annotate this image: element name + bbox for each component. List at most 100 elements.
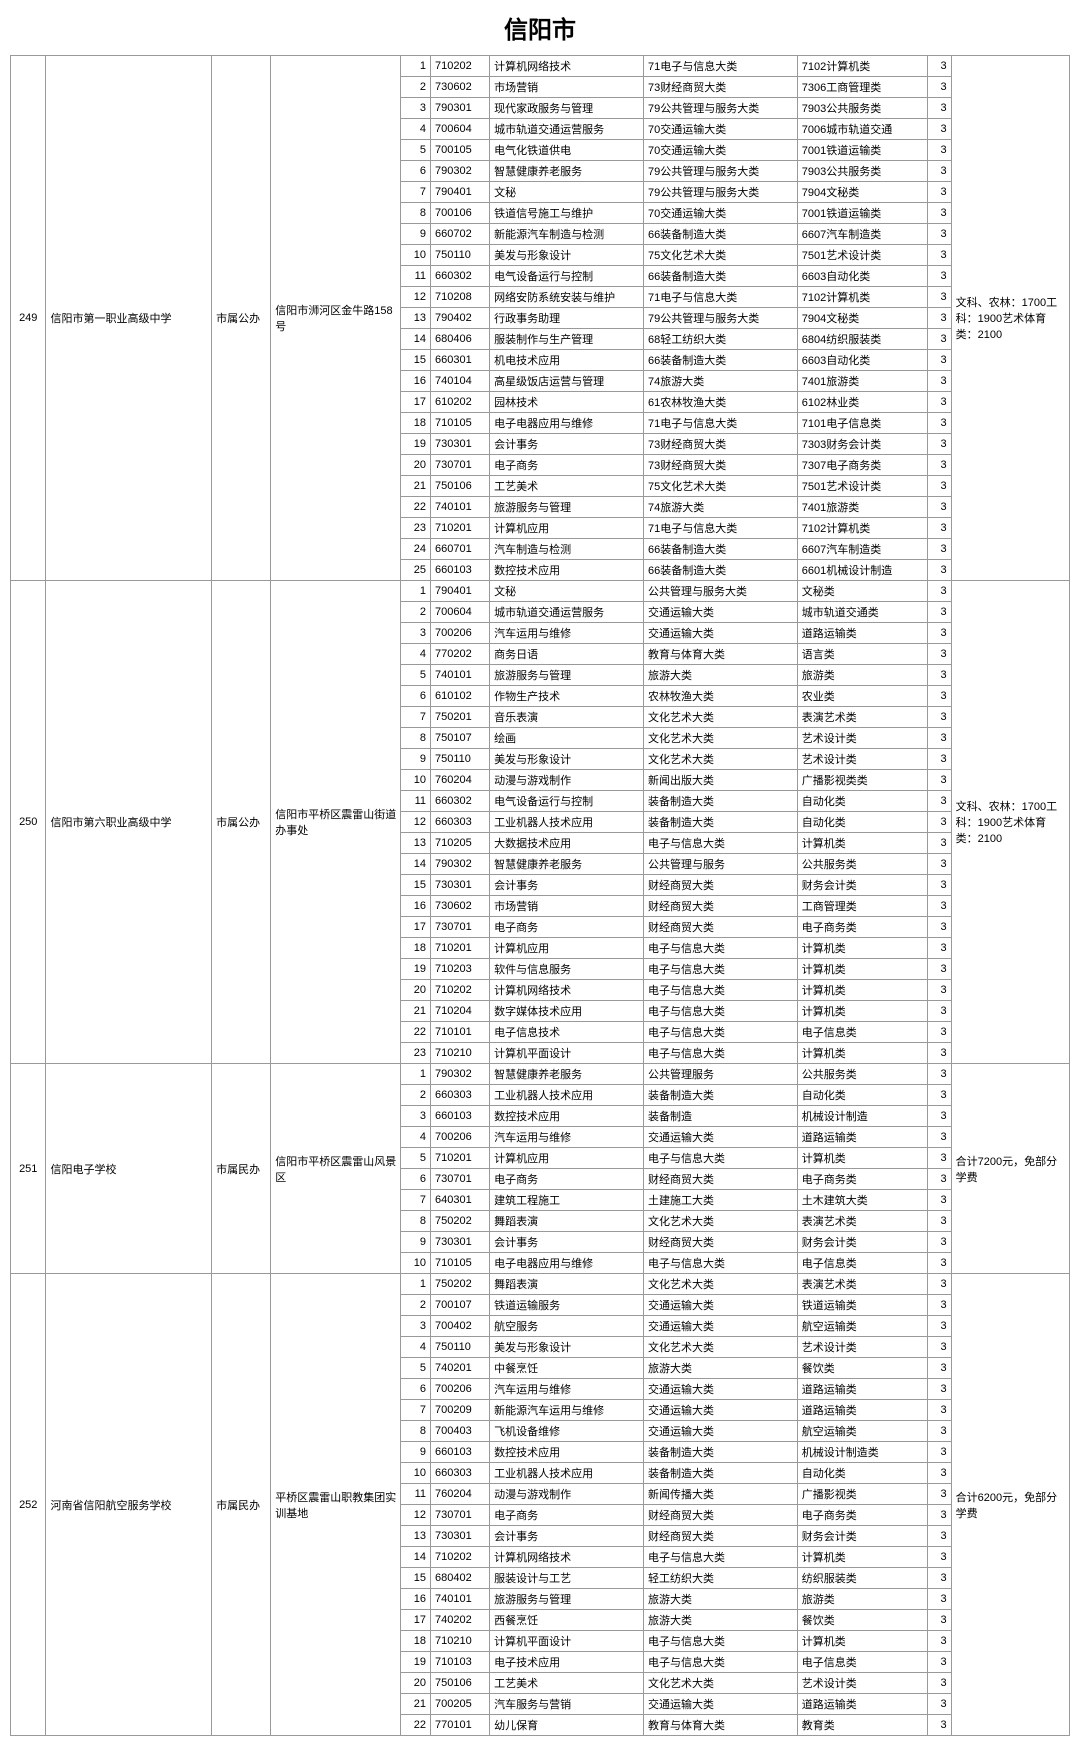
major-name: 文秘 — [490, 581, 644, 602]
school-note: 合计7200元，免部分学费 — [951, 1064, 1069, 1274]
major-category-2: 计算机类 — [797, 1631, 927, 1652]
major-years: 3 — [927, 1379, 951, 1400]
major-category-2: 6102林业类 — [797, 392, 927, 413]
major-years: 3 — [927, 1358, 951, 1379]
major-years: 3 — [927, 56, 951, 77]
major-years: 3 — [927, 959, 951, 980]
major-name: 会计事务 — [490, 1526, 644, 1547]
major-category-2: 表演艺术类 — [797, 1274, 927, 1295]
major-years: 3 — [927, 980, 951, 1001]
major-name: 舞蹈表演 — [490, 1211, 644, 1232]
major-seq: 4 — [401, 1127, 431, 1148]
major-name: 数字媒体技术应用 — [490, 1001, 644, 1022]
major-years: 3 — [927, 1589, 951, 1610]
major-name: 会计事务 — [490, 1232, 644, 1253]
major-code: 740201 — [431, 1358, 490, 1379]
major-seq: 17 — [401, 917, 431, 938]
school-name: 信阳电子学校 — [46, 1064, 212, 1274]
major-code: 710105 — [431, 1253, 490, 1274]
school-note: 文科、农林：1700工科：1900艺术体育类：2100 — [951, 56, 1069, 581]
major-category-2: 公共服务类 — [797, 1064, 927, 1085]
major-category-2: 城市轨道交通类 — [797, 602, 927, 623]
major-seq: 11 — [401, 266, 431, 287]
major-code: 750107 — [431, 728, 490, 749]
major-code: 730701 — [431, 1505, 490, 1526]
major-seq: 6 — [401, 1169, 431, 1190]
major-name: 计算机平面设计 — [490, 1043, 644, 1064]
major-name: 飞机设备维修 — [490, 1421, 644, 1442]
school-address: 信阳市浉河区金牛路158号 — [271, 56, 401, 581]
major-category-2: 计算机类 — [797, 1001, 927, 1022]
major-code: 710202 — [431, 56, 490, 77]
major-name: 电子信息技术 — [490, 1022, 644, 1043]
major-code: 730301 — [431, 1232, 490, 1253]
major-seq: 21 — [401, 1694, 431, 1715]
major-category-1: 66装备制造大类 — [643, 539, 797, 560]
major-name: 建筑工程施工 — [490, 1190, 644, 1211]
major-code: 730701 — [431, 1169, 490, 1190]
major-name: 文秘 — [490, 182, 644, 203]
major-seq: 17 — [401, 1610, 431, 1631]
major-code: 700604 — [431, 602, 490, 623]
major-seq: 5 — [401, 665, 431, 686]
major-category-1: 73财经商贸大类 — [643, 77, 797, 98]
major-seq: 18 — [401, 938, 431, 959]
major-code: 750201 — [431, 707, 490, 728]
major-name: 电气设备运行与控制 — [490, 266, 644, 287]
major-category-2: 6601机械设计制造 — [797, 560, 927, 581]
major-seq: 6 — [401, 1379, 431, 1400]
major-seq: 5 — [401, 1148, 431, 1169]
major-category-1: 电子与信息大类 — [643, 1148, 797, 1169]
major-years: 3 — [927, 1064, 951, 1085]
major-code: 660302 — [431, 791, 490, 812]
major-name: 市场营销 — [490, 77, 644, 98]
major-years: 3 — [927, 1295, 951, 1316]
major-years: 3 — [927, 875, 951, 896]
major-years: 3 — [927, 392, 951, 413]
major-name: 数控技术应用 — [490, 1106, 644, 1127]
major-name: 铁道信号施工与维护 — [490, 203, 644, 224]
major-seq: 1 — [401, 581, 431, 602]
major-code: 710201 — [431, 518, 490, 539]
major-code: 680402 — [431, 1568, 490, 1589]
major-name: 高星级饭店运营与管理 — [490, 371, 644, 392]
major-years: 3 — [927, 1400, 951, 1421]
major-code: 660103 — [431, 1442, 490, 1463]
school-id: 250 — [11, 581, 46, 1064]
major-code: 730301 — [431, 875, 490, 896]
major-category-1: 交通运输大类 — [643, 1421, 797, 1442]
major-seq: 19 — [401, 434, 431, 455]
major-years: 3 — [927, 791, 951, 812]
major-seq: 19 — [401, 1652, 431, 1673]
major-seq: 8 — [401, 1421, 431, 1442]
major-code: 730701 — [431, 455, 490, 476]
major-category-1: 74旅游大类 — [643, 371, 797, 392]
major-category-2: 6607汽车制造类 — [797, 224, 927, 245]
major-years: 3 — [927, 1001, 951, 1022]
major-category-2: 机械设计制造类 — [797, 1442, 927, 1463]
school-type: 市属公办 — [212, 581, 271, 1064]
major-seq: 10 — [401, 1253, 431, 1274]
major-category-2: 7102计算机类 — [797, 56, 927, 77]
major-category-2: 纺织服装类 — [797, 1568, 927, 1589]
major-category-2: 教育类 — [797, 1715, 927, 1736]
major-name: 绘画 — [490, 728, 644, 749]
major-category-1: 公共管理与服务 — [643, 854, 797, 875]
major-years: 3 — [927, 1673, 951, 1694]
major-years: 3 — [927, 896, 951, 917]
major-name: 计算机网络技术 — [490, 1547, 644, 1568]
major-seq: 11 — [401, 1484, 431, 1505]
major-category-2: 7903公共服务类 — [797, 161, 927, 182]
school-type: 市属民办 — [212, 1064, 271, 1274]
major-category-2: 表演艺术类 — [797, 1211, 927, 1232]
major-seq: 14 — [401, 329, 431, 350]
major-years: 3 — [927, 224, 951, 245]
major-category-1: 财经商贸大类 — [643, 896, 797, 917]
major-category-2: 电子信息类 — [797, 1022, 927, 1043]
major-seq: 4 — [401, 119, 431, 140]
major-years: 3 — [927, 1421, 951, 1442]
major-seq: 3 — [401, 98, 431, 119]
major-seq: 7 — [401, 182, 431, 203]
major-code: 750110 — [431, 1337, 490, 1358]
major-code: 700402 — [431, 1316, 490, 1337]
